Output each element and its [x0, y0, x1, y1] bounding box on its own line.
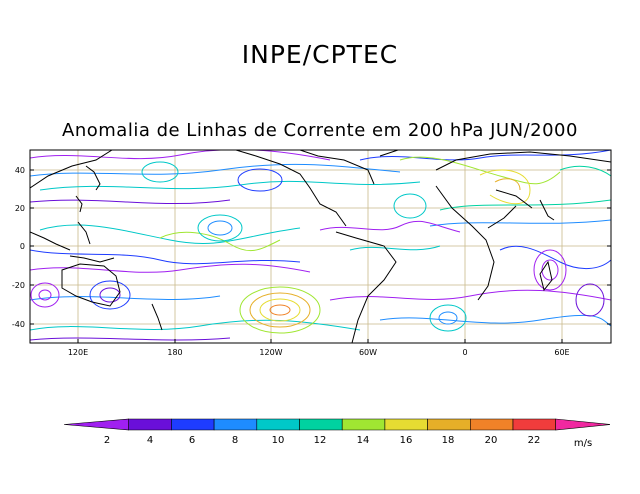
lon-label-60e: 60E — [554, 348, 569, 357]
chart-title: Anomalia de Linhas de Corrente em 200 hP… — [62, 120, 578, 141]
colorbar-label: 12 — [314, 435, 327, 446]
colorbar-segment — [128, 418, 172, 431]
colorbar-label: 20 — [485, 435, 498, 446]
colorbar-label: 4 — [147, 435, 153, 446]
continent-outlines — [30, 150, 611, 343]
lon-label-60w: 60W — [359, 348, 377, 357]
colorbar-label: 18 — [442, 435, 455, 446]
page-title: INPE/CPTEC — [241, 40, 399, 69]
streamline-map: 40 20 0 -20 -40 120E 180 120W 60W 0 60E — [12, 149, 612, 357]
colorbar-segment — [512, 418, 557, 431]
lat-label-20n: 20 — [15, 204, 25, 213]
colorbar-label: 6 — [189, 435, 195, 446]
colorbar-segment — [171, 418, 215, 431]
colorbar-unit: m/s — [574, 438, 592, 449]
lat-label-equator: 0 — [20, 242, 25, 251]
colorbar-segment — [256, 418, 300, 431]
colorbar-labels: 2 4 6 8 10 12 14 16 18 20 22 — [104, 435, 541, 446]
lon-label-180: 180 — [167, 348, 182, 357]
lat-label-40s: -40 — [12, 320, 25, 329]
lon-label-120e: 120E — [68, 348, 88, 357]
tick-marks — [30, 169, 611, 343]
colorbar-label: 16 — [400, 435, 413, 446]
lon-label-120w: 120W — [259, 348, 282, 357]
colorbar-segment — [63, 418, 129, 431]
colorbar-label: 10 — [272, 435, 285, 446]
colorbar-label: 14 — [357, 435, 370, 446]
colorbar-label: 2 — [104, 435, 110, 446]
lat-label-20s: -20 — [12, 281, 25, 290]
colorbar-segment — [469, 418, 514, 431]
colorbar-segment — [341, 418, 386, 431]
lat-label-40n: 40 — [15, 166, 25, 175]
colorbar-segment — [299, 418, 343, 431]
colorbar-segment — [427, 418, 471, 431]
lon-label-0: 0 — [462, 348, 467, 357]
colorbar-segment — [555, 418, 610, 431]
colorbar-label: 22 — [528, 435, 541, 446]
colorbar-segment — [213, 418, 258, 431]
colorbar-label: 8 — [232, 435, 238, 446]
streamlines — [30, 150, 611, 341]
colorbar-segment — [384, 418, 428, 431]
speed-colorbar: 2 4 6 8 10 12 14 16 18 20 22 m/s — [63, 418, 610, 449]
